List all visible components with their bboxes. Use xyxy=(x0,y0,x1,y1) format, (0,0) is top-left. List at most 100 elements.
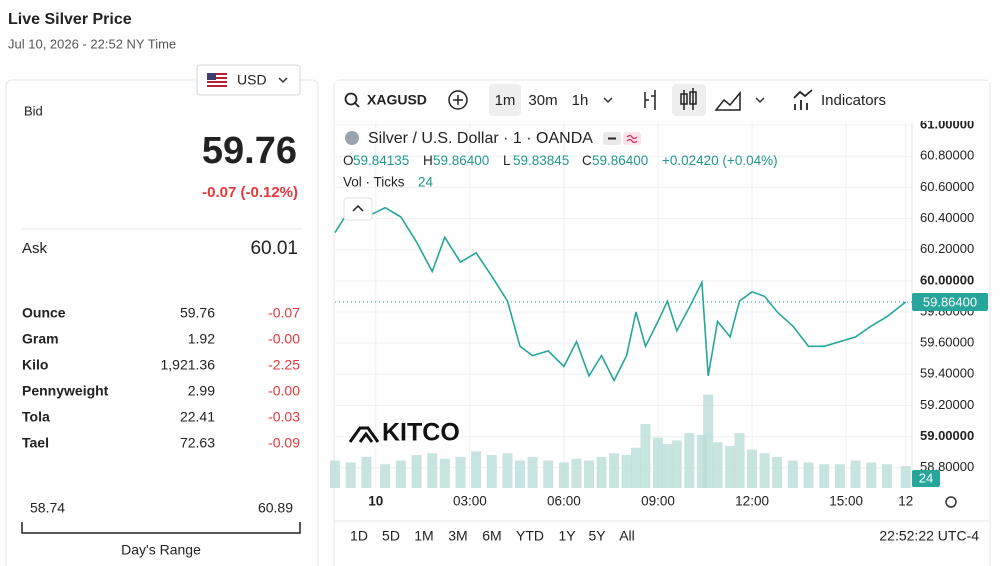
volume-bar xyxy=(684,433,695,488)
indicators-icon[interactable] xyxy=(793,89,813,110)
ohlc-line: O59.84135 H59.86400 L 59.83845 C59.86400 +0.0… xyxy=(343,153,778,168)
timestamp: Jul 10, 2026 - 22:52 NY Time xyxy=(8,36,176,51)
y-tick-label: 60.60000 xyxy=(920,179,974,194)
ohlc-label: L xyxy=(503,153,511,168)
volume-bar xyxy=(345,462,356,488)
area-icon[interactable] xyxy=(714,90,741,111)
unit-price: 72.63 xyxy=(180,435,215,451)
unit-name: Tael xyxy=(22,435,49,451)
volume-bar xyxy=(734,433,745,488)
volume-bar xyxy=(486,455,497,488)
volume-badge xyxy=(912,470,940,487)
last-price-label: 59.86400 xyxy=(923,294,977,309)
unit-change: -0.03 xyxy=(268,409,300,425)
ohlc-label: H xyxy=(423,153,433,168)
quote-card xyxy=(5,79,319,566)
volume-bar xyxy=(652,437,663,488)
volume-bar xyxy=(696,434,707,488)
range-button[interactable]: 1Y xyxy=(558,528,576,544)
range-label: Day's Range xyxy=(121,542,201,558)
last-price-badge xyxy=(912,293,988,312)
unit-price: 59.76 xyxy=(180,305,215,321)
chart: 10 03:00 06:00 09:00 12:00 15:00 1258.8000059.… xyxy=(330,117,988,509)
range-bracket xyxy=(21,522,301,534)
volume-bar xyxy=(596,456,607,488)
unit-change: -0.09 xyxy=(268,435,300,451)
unit-name: Pennyweight xyxy=(22,383,109,399)
interval-button[interactable]: 1m xyxy=(495,92,516,109)
symbol[interactable]: XAGUSD xyxy=(367,92,427,108)
data-status xyxy=(623,132,641,145)
intervals: 1m 30m 1h xyxy=(495,92,589,109)
search-icon[interactable] xyxy=(344,92,358,106)
range-button[interactable]: 1D xyxy=(350,528,368,544)
x-tick-label: 15:00 xyxy=(829,494,863,509)
volume-bar xyxy=(502,453,513,488)
volume-bar xyxy=(471,451,482,488)
price-line xyxy=(334,206,907,383)
x-tick-label: 09:00 xyxy=(641,494,675,509)
currency-select[interactable] xyxy=(196,64,301,96)
kitco-icon xyxy=(348,426,380,443)
volume-bar xyxy=(850,460,861,488)
settings-icon[interactable] xyxy=(945,496,957,508)
volume-bar xyxy=(330,460,340,488)
ohlc-change: +0.02420 (+0.04%) xyxy=(662,153,778,168)
ohlc-label: C xyxy=(582,153,592,168)
range-button[interactable]: 1M xyxy=(414,528,433,544)
bid-label: Bid xyxy=(24,103,43,118)
x-tick-label: 06:00 xyxy=(547,494,581,509)
unit-price: 1,921.36 xyxy=(161,357,216,373)
y-tick-label: 60.40000 xyxy=(920,210,974,225)
bars-icon[interactable] xyxy=(644,90,656,110)
add-symbol[interactable] xyxy=(448,90,468,110)
unit-name: Kilo xyxy=(22,357,48,373)
volume-bar xyxy=(725,445,736,488)
ohlc-value: 59.83845 xyxy=(513,153,569,168)
volume-bar xyxy=(571,458,582,488)
range-button[interactable]: 3M xyxy=(448,528,467,544)
chevron[interactable] xyxy=(755,97,765,104)
ohlc-value: 59.84135 xyxy=(353,153,409,168)
unit-change: -2.25 xyxy=(268,357,300,373)
candles-icon[interactable] xyxy=(680,93,688,105)
y-tick-label: 60.20000 xyxy=(920,241,974,256)
interval-button[interactable]: 1h xyxy=(572,92,589,109)
range-buttons: 1D 5D 1M 3M 6M YTD 1Y 5Y All xyxy=(350,528,635,544)
unit-name: Ounce xyxy=(22,305,66,321)
chart-card xyxy=(333,79,991,566)
unit-table: Ounce 59.76 -0.07 Gram 1.92 -0.00 Kilo 1,921.36… xyxy=(22,305,300,451)
chevron xyxy=(278,77,288,84)
ask-price: 60.01 xyxy=(250,238,298,259)
unit-name: Tola xyxy=(22,409,50,425)
unit-name: Gram xyxy=(22,331,59,347)
range-button[interactable]: 5Y xyxy=(588,528,606,544)
volume-bar xyxy=(819,464,830,488)
watermark: KITCO xyxy=(348,419,460,447)
indicators-button[interactable]: Indicators xyxy=(821,92,886,109)
range-button[interactable]: YTD xyxy=(516,528,544,544)
unit-price: 2.99 xyxy=(188,383,215,399)
volume-bar xyxy=(395,460,406,488)
range-button[interactable]: All xyxy=(619,528,635,544)
interval-button[interactable]: 30m xyxy=(528,92,557,109)
volume-bar xyxy=(703,394,714,488)
candles-active xyxy=(672,84,706,116)
unit-change: -0.07 xyxy=(268,305,300,321)
data-status xyxy=(626,134,638,144)
range-low: 58.74 xyxy=(30,500,65,516)
collapse-legend[interactable] xyxy=(343,197,373,221)
range-button[interactable]: 5D xyxy=(382,528,400,544)
currency[interactable]: USD xyxy=(237,72,267,88)
volume-bar xyxy=(515,460,526,488)
ohlc-value: 59.86400 xyxy=(592,153,648,168)
y-tick-label: 59.40000 xyxy=(920,366,974,381)
y-tick-label: 60.00000 xyxy=(920,272,974,287)
chevron[interactable] xyxy=(603,97,613,104)
chart-legend: Silver / U.S. Dollar · 1 · OANDA O59.841… xyxy=(343,130,778,221)
range-button[interactable]: 6M xyxy=(482,528,501,544)
volume-bar xyxy=(527,456,538,488)
symbol-clip: XAGUSD xyxy=(367,92,427,108)
us-flag xyxy=(207,73,227,87)
volume-bar xyxy=(803,462,814,488)
